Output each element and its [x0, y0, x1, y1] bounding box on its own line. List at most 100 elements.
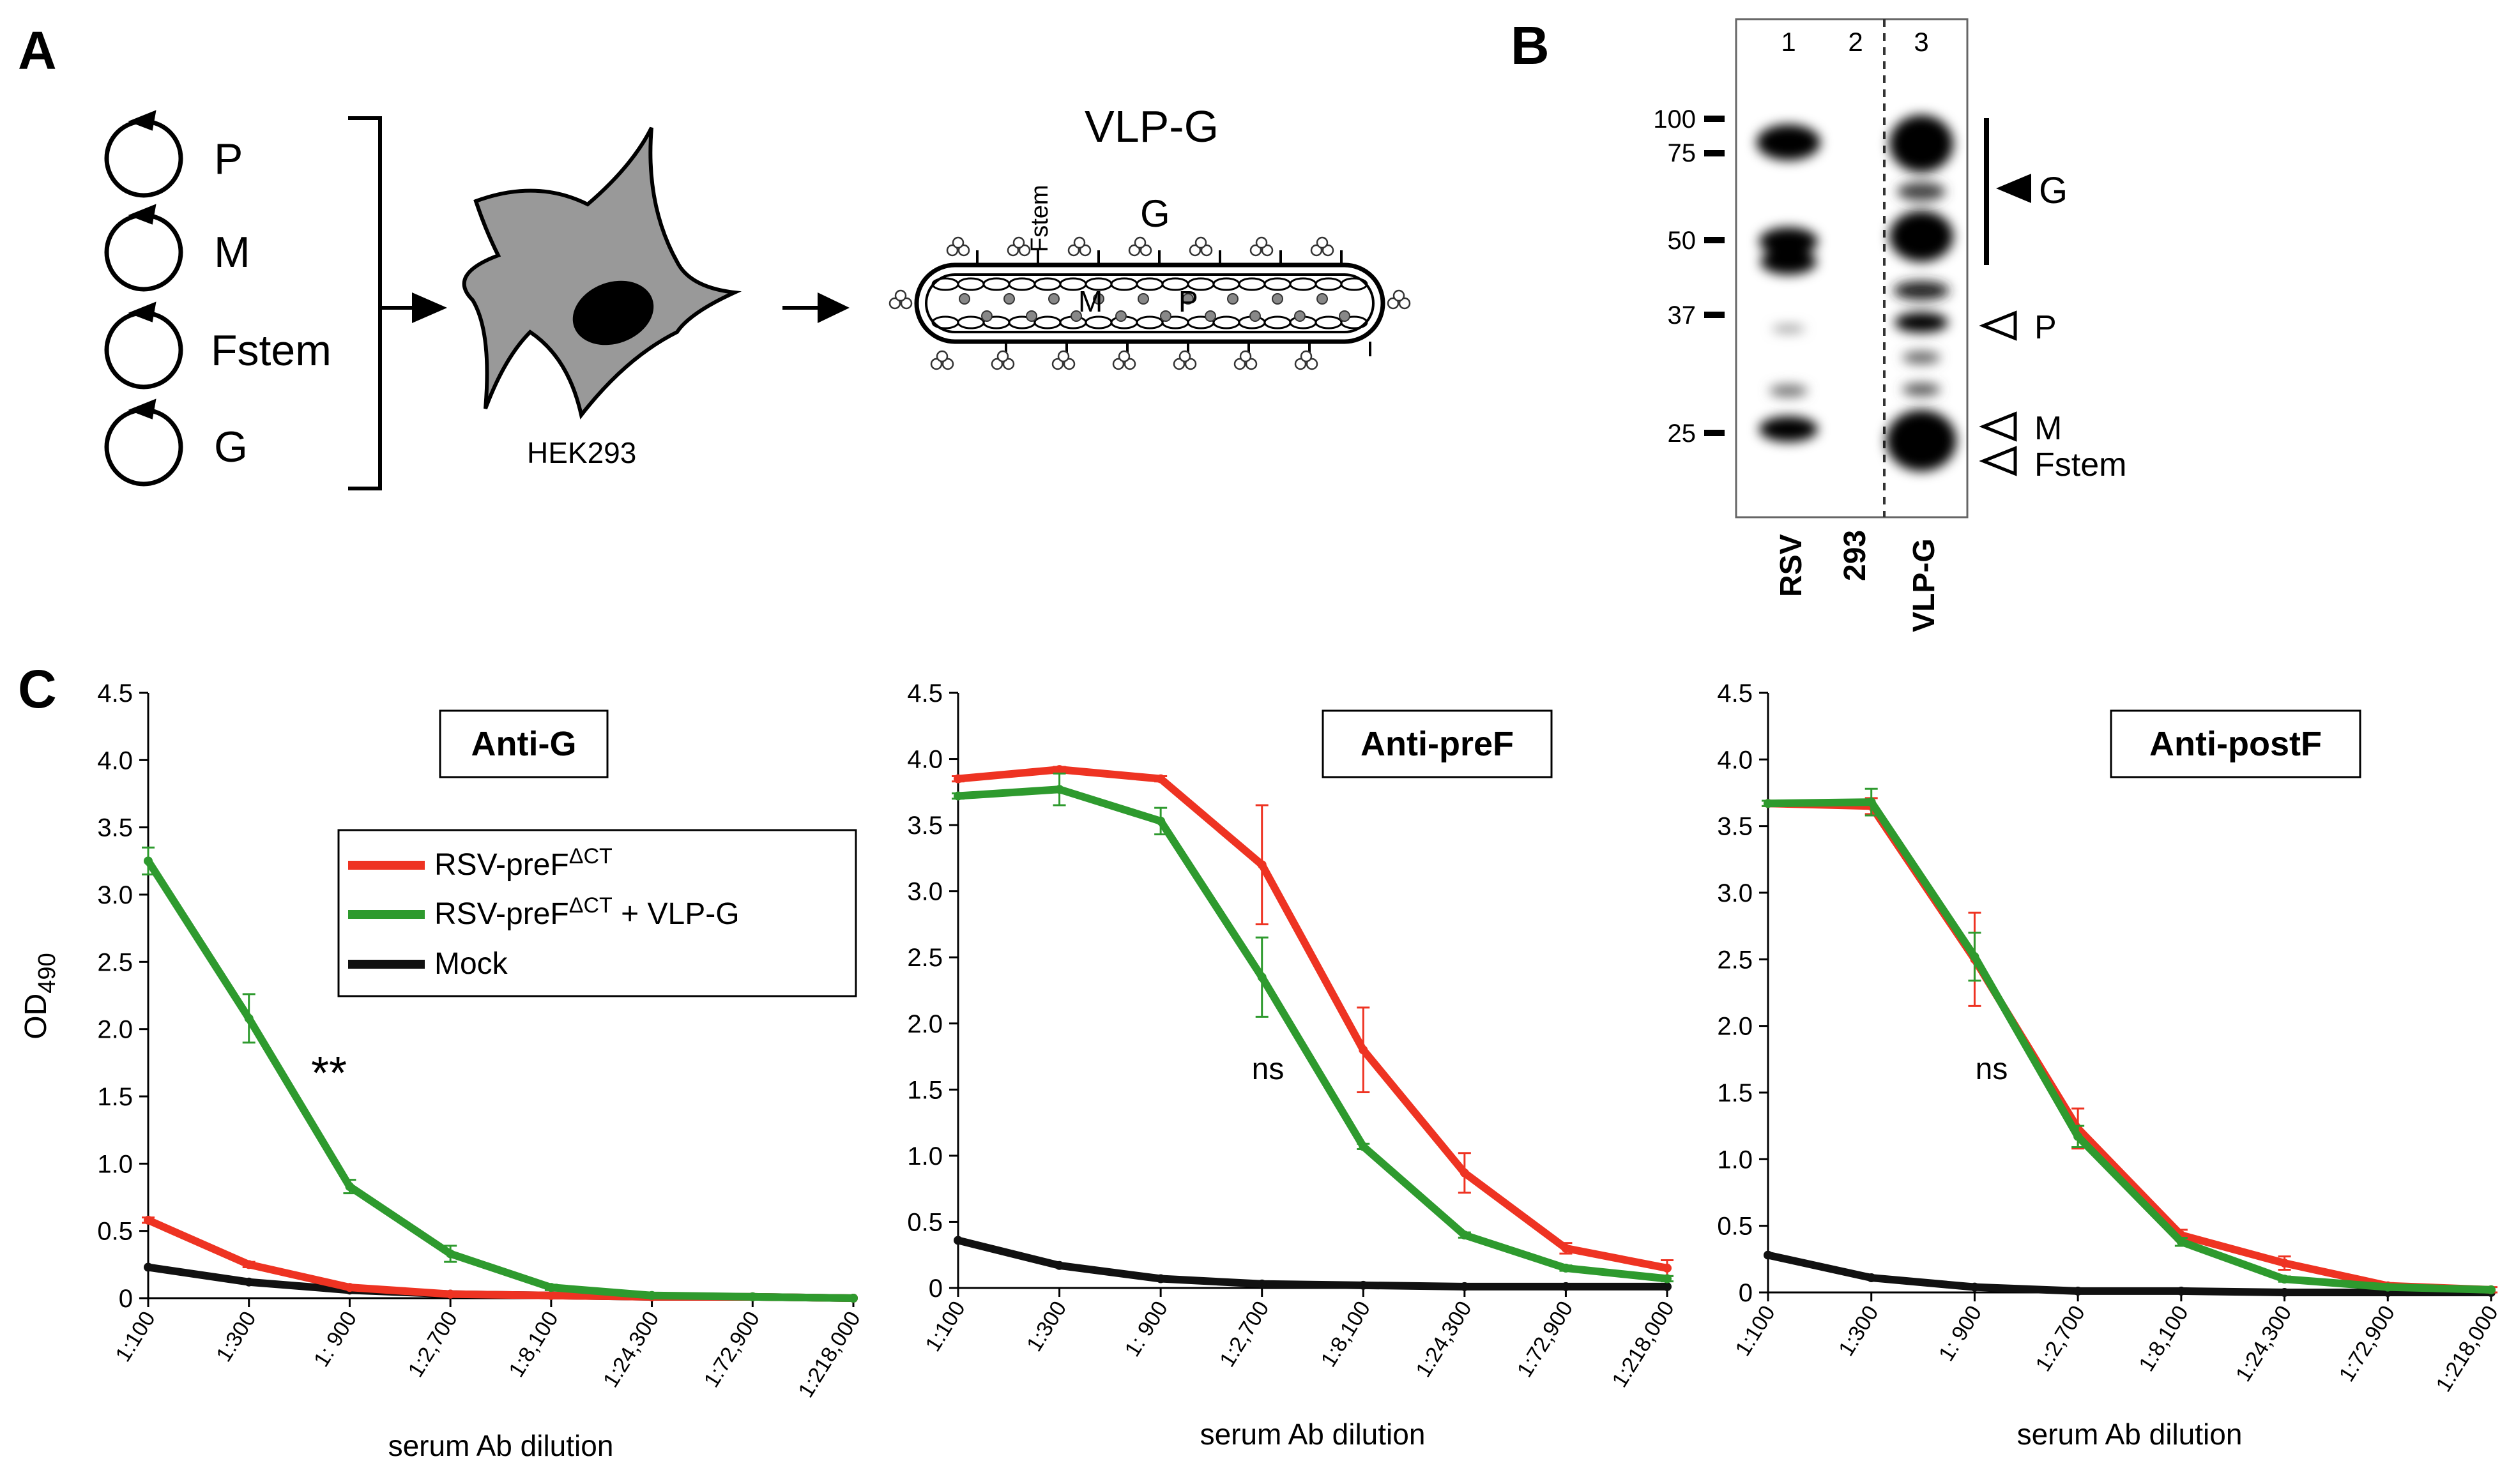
data-point — [1055, 1261, 1064, 1270]
hek293-cell — [462, 126, 742, 420]
data-point — [1561, 1282, 1571, 1291]
g-glycoprotein — [1057, 350, 1070, 363]
g-glycoprotein — [1194, 236, 1207, 249]
p-protein-bead — [1003, 293, 1015, 305]
band-label-g: G — [2039, 170, 2068, 211]
plasmid-label-g: G — [214, 423, 248, 471]
m-protein-bottom — [957, 315, 985, 329]
m-protein-top — [1136, 277, 1164, 291]
vlp-title: VLP-G — [1085, 102, 1219, 151]
y-tick-label: 0 — [1739, 1279, 1753, 1307]
panel-c-letter: C — [18, 659, 57, 719]
m-protein-bottom — [1315, 315, 1343, 329]
g-glycoprotein — [1233, 358, 1246, 370]
arrow-right-icon — [818, 292, 850, 323]
p-protein-bead — [981, 310, 993, 322]
x-tick-label: 1:8,100 — [504, 1307, 563, 1381]
y-tick-label: 4.5 — [97, 679, 133, 708]
y-tick-label: 2.0 — [97, 1016, 133, 1044]
y-tick-label: 2.5 — [907, 944, 943, 972]
g-glycoprotein — [894, 289, 907, 302]
m-protein-top — [1212, 277, 1240, 291]
series-red — [1762, 797, 2497, 1294]
lane-names: RSV 293 VLP-G — [1774, 530, 1941, 632]
charts: 0 0.5 1.0 1.5 2.0 2.5 3.0 3.5 4.0 4.5 1:100 1:300 1:… — [19, 679, 2503, 1462]
mw-markers: 100 75 50 37 25 — [1653, 105, 1696, 448]
data-point — [1257, 1279, 1267, 1289]
g-glycoprotein — [1051, 358, 1064, 370]
band-label-m: M — [2034, 410, 2062, 447]
chart-title-box: Anti-preF — [1322, 709, 1553, 778]
p-protein-bead — [1316, 293, 1328, 305]
m-protein-top — [1289, 277, 1317, 291]
m-protein-bottom — [1263, 315, 1292, 329]
series-red — [952, 765, 1674, 1277]
x-tick-label: 1:218,000 — [793, 1307, 865, 1402]
g-glycoprotein — [952, 236, 964, 249]
chart-title-box: Anti-postF — [2110, 709, 2361, 778]
series-line — [954, 785, 1671, 1283]
x-tick-label: 1:100 — [1730, 1301, 1780, 1360]
filled-arrowhead-icon — [1996, 174, 2031, 203]
x-tick-label: 1:2,700 — [1215, 1297, 1274, 1371]
lane-numbers: 1 2 3 — [1781, 27, 1928, 57]
legend-item: Mock — [348, 947, 508, 981]
y-tick-label: 3.5 — [907, 812, 943, 840]
x-tick-label: 1:2,700 — [404, 1307, 462, 1381]
x-tick-label: 1:8,100 — [2134, 1301, 2193, 1375]
m-protein-bottom — [1033, 315, 1062, 329]
g-glycoprotein — [1112, 358, 1125, 370]
g-glycoprotein — [930, 358, 943, 370]
g-glycoprotein — [1184, 358, 1197, 370]
chart-anti-postf: 0 0.5 1.0 1.5 2.0 2.5 3.0 3.5 4.0 4.5 1:100 1:300 1:… — [1717, 679, 2503, 1451]
y-tick-label: 2.5 — [1717, 946, 1753, 974]
band-label-p: P — [2034, 309, 2057, 346]
series-line — [1764, 798, 2495, 1294]
y-tick-label: 1.0 — [97, 1150, 133, 1178]
lane-name-293: 293 — [1838, 530, 1872, 581]
g-glycoprotein — [1316, 236, 1329, 249]
x-tick-label: 1: 900 — [309, 1307, 362, 1371]
p-protein-bead — [1138, 293, 1149, 305]
m-protein-bottom — [931, 315, 959, 329]
arrow-right-icon — [412, 292, 447, 323]
chart-title-frame — [1322, 709, 1553, 778]
x-tick-label: 1:218,000 — [2431, 1301, 2503, 1396]
chart-title: Anti-preF — [1361, 725, 1514, 763]
marker-100: 100 — [1653, 105, 1696, 133]
series-line — [954, 766, 1671, 1272]
marker-37: 37 — [1668, 301, 1696, 329]
m-protein-top — [982, 277, 1010, 291]
data-point — [1866, 1273, 1876, 1283]
y-tick-label: 1.5 — [1717, 1079, 1753, 1107]
lane-1-bands — [1757, 125, 1820, 442]
data-point — [1460, 1282, 1469, 1291]
legend-label: RSV-preFΔCT — [434, 844, 613, 882]
x-tick-label: 1:24,300 — [599, 1307, 664, 1391]
y-tick-label: 0 — [119, 1285, 133, 1313]
x-axis-label: serum Ab dilution — [2017, 1418, 2243, 1451]
g-glycoprotein — [936, 350, 949, 363]
p-protein-bead — [1339, 310, 1350, 322]
series-line — [144, 857, 857, 1302]
m-protein-top — [1033, 277, 1062, 291]
data-point — [144, 1262, 153, 1272]
data-point — [647, 1291, 657, 1300]
g-glycoprotein — [957, 244, 970, 257]
x-tick-label: 1:300 — [1834, 1301, 1883, 1360]
y-tick-label: 3.5 — [1717, 813, 1753, 841]
x-tick-label: 1:8,100 — [1316, 1297, 1375, 1371]
lane-3-bands — [1886, 115, 1956, 471]
data-point — [446, 1289, 455, 1299]
y-tick-label: 0.5 — [907, 1208, 943, 1236]
g-glycoprotein — [1073, 236, 1086, 249]
m-protein-top — [1340, 277, 1368, 291]
western-blot: 1 2 3 RSV 293 VLP-G 100 75 50 37 25 G — [1653, 18, 2126, 632]
m-protein-top — [1315, 277, 1343, 291]
plasmid-p — [104, 110, 183, 198]
x-tick-label: 1:100 — [920, 1297, 970, 1356]
g-glycoprotein — [1261, 244, 1274, 257]
g-glycoprotein — [942, 358, 954, 370]
lane-number-1: 1 — [1781, 27, 1796, 57]
data-point — [2383, 1282, 2393, 1292]
